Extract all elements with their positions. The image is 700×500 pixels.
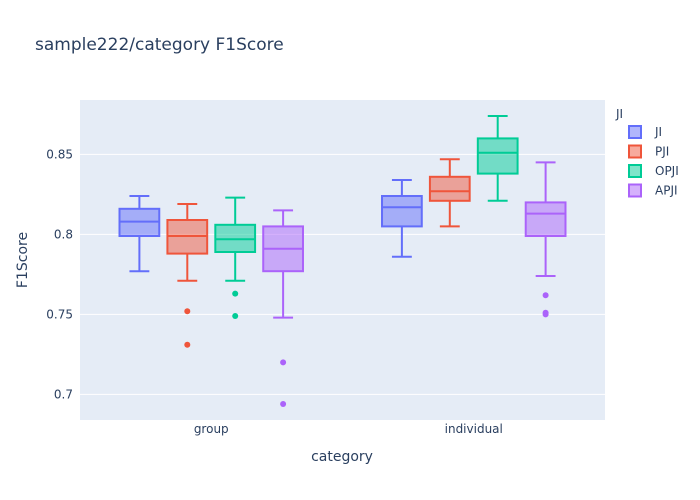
outlier-point bbox=[184, 308, 191, 315]
outlier-point bbox=[542, 292, 549, 299]
y-tick-label: 0.75 bbox=[46, 307, 73, 321]
box-iqr bbox=[428, 175, 471, 202]
legend-swatch bbox=[628, 144, 642, 159]
legend: JI JI PJI OPJI APJI bbox=[615, 107, 679, 198]
legend-swatch bbox=[628, 125, 642, 139]
legend-item-JI: JI bbox=[628, 125, 662, 139]
box-APJI-individual bbox=[524, 161, 567, 318]
legend-title: JI bbox=[615, 107, 623, 121]
box-OPJI-group bbox=[214, 196, 257, 319]
box-iqr bbox=[524, 201, 567, 237]
outlier-point bbox=[280, 359, 287, 366]
box-JI-individual bbox=[381, 179, 423, 258]
outlier-point bbox=[232, 290, 239, 297]
y-tick-label: 0.85 bbox=[46, 147, 73, 161]
x-axis-label: category bbox=[311, 449, 373, 465]
y-tick-label: 0.8 bbox=[54, 227, 73, 241]
box-PJI-group bbox=[166, 203, 209, 348]
box-OPJI-individual bbox=[476, 115, 519, 202]
box-PJI-individual bbox=[428, 158, 471, 228]
boxes bbox=[118, 115, 567, 407]
y-tick-label: 0.7 bbox=[54, 387, 73, 401]
legend-label: APJI bbox=[655, 184, 678, 198]
y-axis-ticks: 0.7 0.75 0.8 0.85 bbox=[46, 147, 73, 401]
legend-item-PJI: PJI bbox=[628, 144, 669, 159]
legend-swatch bbox=[628, 164, 642, 178]
box-JI-group bbox=[118, 195, 161, 273]
legend-label: JI bbox=[654, 125, 662, 139]
x-axis-ticks: group individual bbox=[194, 422, 503, 436]
legend-label: PJI bbox=[655, 145, 669, 159]
outlier-point bbox=[542, 311, 549, 318]
outlier-point bbox=[280, 401, 287, 407]
chart-title: sample222/category F1Score bbox=[35, 35, 284, 55]
legend-item-OPJI: OPJI bbox=[628, 164, 679, 178]
plot-area bbox=[80, 100, 605, 420]
y-axis-label: F1Score bbox=[15, 232, 31, 288]
legend-label: OPJI bbox=[655, 164, 679, 178]
legend-swatch bbox=[628, 183, 642, 198]
outlier-point bbox=[232, 313, 239, 319]
x-tick-label: individual bbox=[445, 422, 503, 436]
x-tick-label: group bbox=[194, 422, 229, 436]
box-APJI-group bbox=[262, 209, 304, 407]
legend-item-APJI: APJI bbox=[628, 183, 678, 198]
outlier-point bbox=[184, 341, 191, 348]
box-iqr bbox=[381, 195, 423, 228]
box-iqr bbox=[476, 137, 519, 175]
